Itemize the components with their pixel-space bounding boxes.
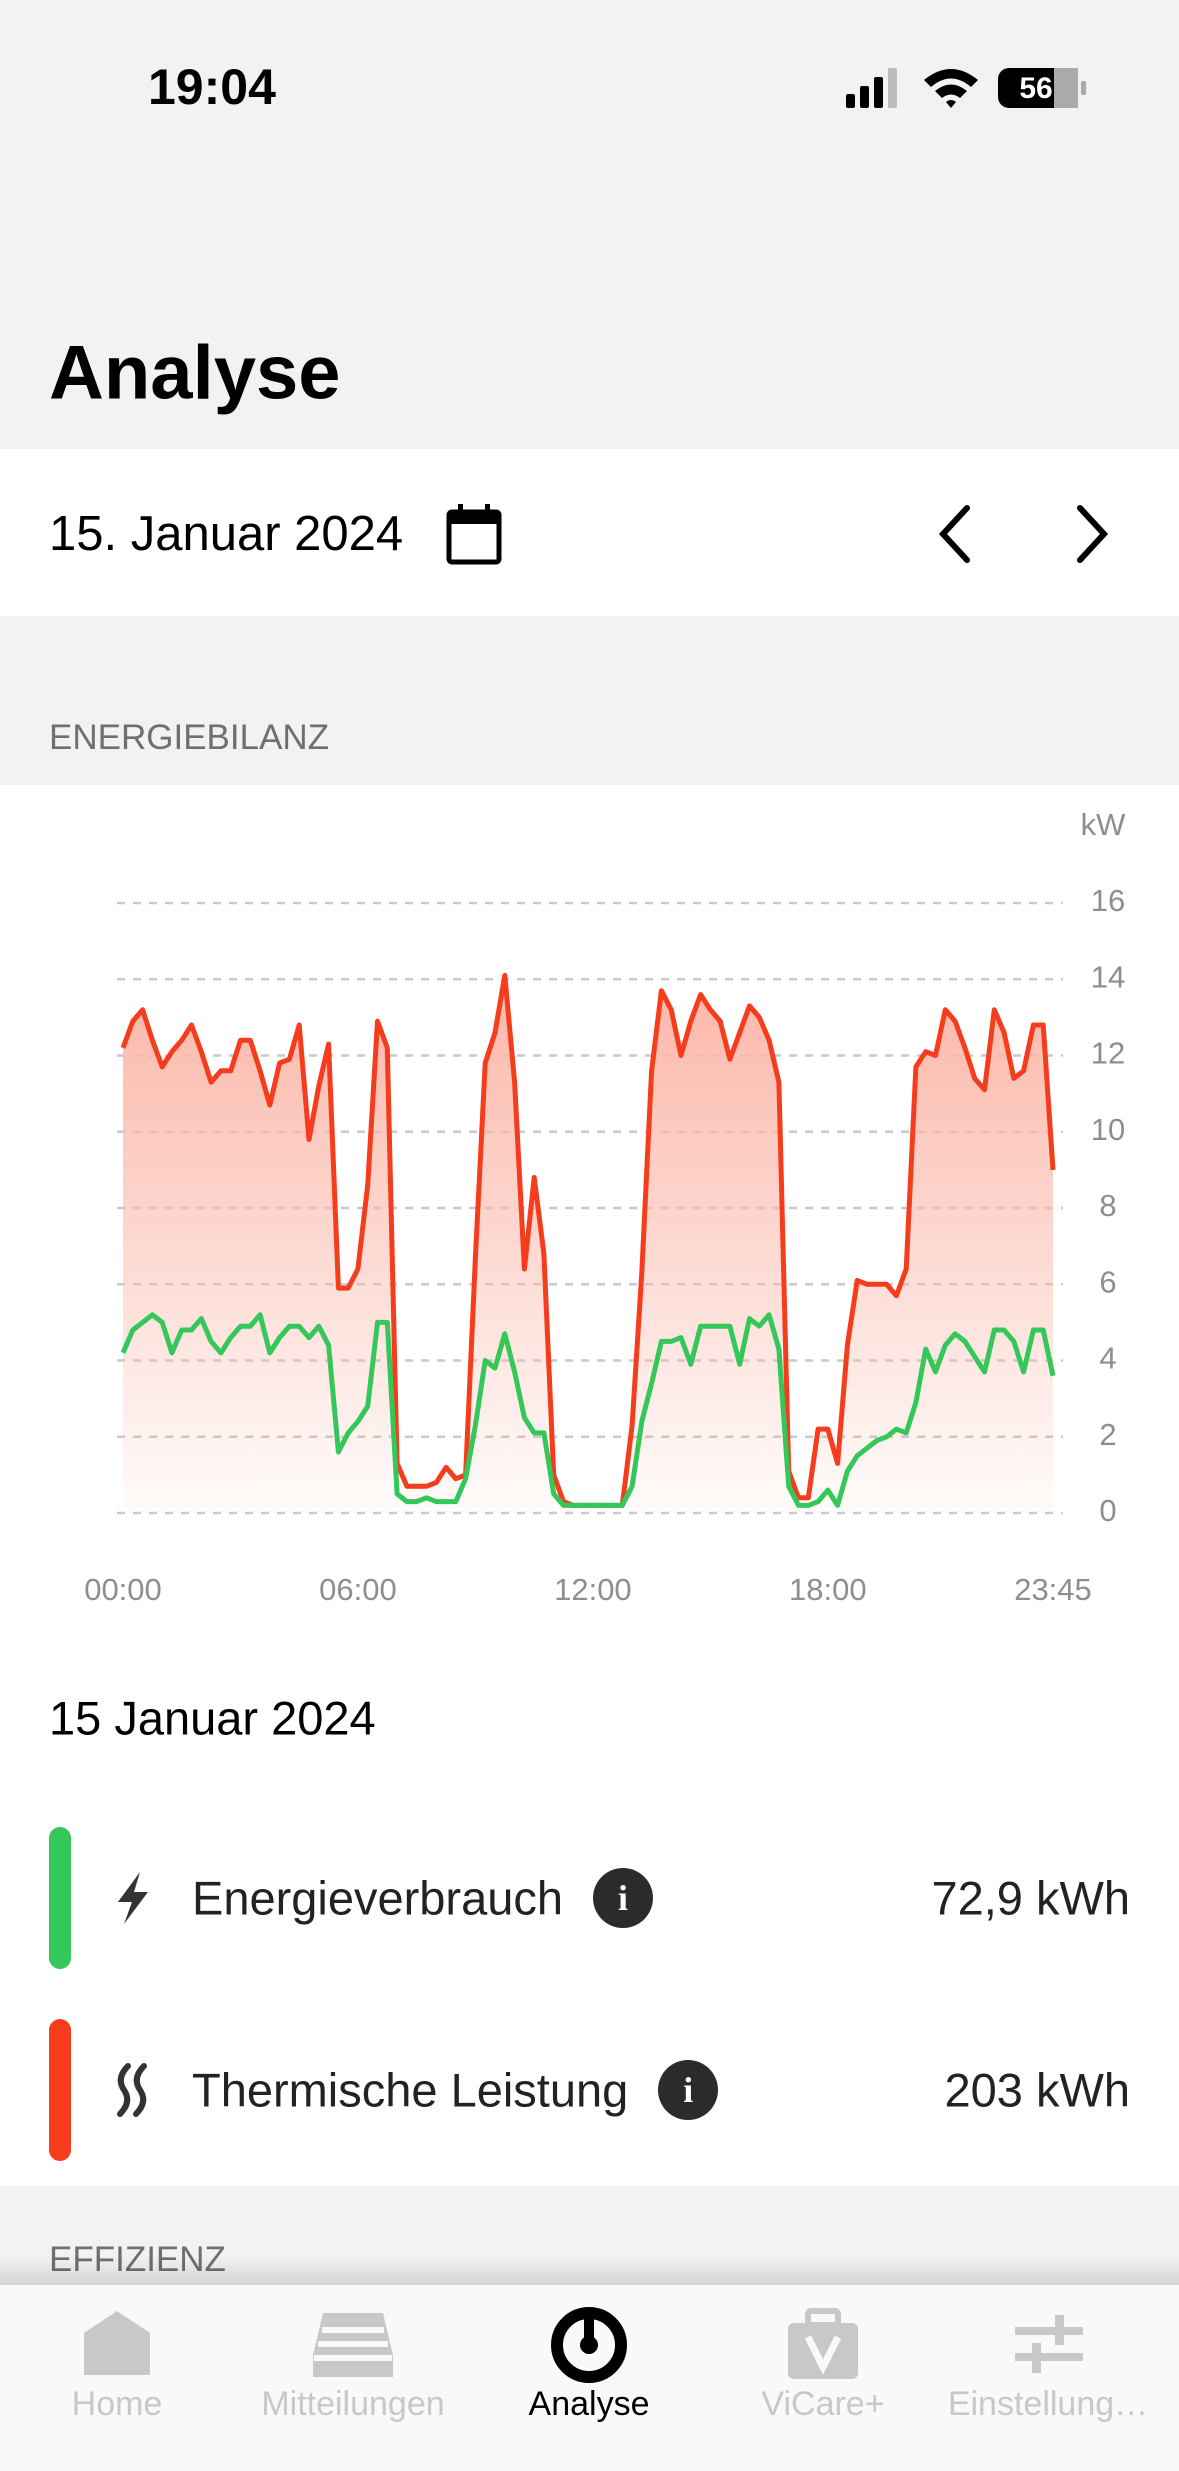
y-tick-label: 10: [1091, 1112, 1125, 1147]
summary-date: 15 Januar 2024: [49, 1691, 376, 1745]
analyse-icon[interactable]: [551, 2307, 627, 2383]
x-tick-label: 18:00: [789, 1572, 867, 1607]
x-tick-label: 23:45: [1014, 1572, 1092, 1607]
vicare-icon[interactable]: [788, 2308, 858, 2379]
line: [120, 1312, 1056, 1508]
section-header: ENERGIEBILANZ: [49, 718, 330, 757]
battery-level: 56: [1019, 72, 1052, 105]
y-tick-label: 14: [1091, 959, 1125, 994]
selected-date[interactable]: 15. Januar 2024: [49, 507, 404, 561]
energy-chart: kW 0 2 4 6 8 10 12 14 16 00:00 06:00 12:00 18:00 23:4…: [84, 807, 1127, 1607]
item-value: 203 kWh: [944, 2063, 1130, 2117]
legend-bar: [49, 1827, 71, 1969]
tab-label[interactable]: Mitteilungen: [261, 2385, 445, 2423]
y-tick-label: 8: [1099, 1188, 1116, 1223]
tab-bar-shadow: [0, 2255, 1179, 2285]
settings-icon[interactable]: [1015, 2315, 1083, 2373]
tab-label[interactable]: ViCare+: [761, 2385, 885, 2423]
tab-label[interactable]: Analyse: [528, 2385, 650, 2423]
y-axis-unit: kW: [1081, 807, 1127, 842]
tab-icons: [84, 2307, 1083, 2383]
x-tick-label: 06:00: [319, 1572, 397, 1607]
y-tick-label: 2: [1099, 1417, 1116, 1452]
messages-icon[interactable]: [313, 2313, 393, 2377]
y-tick-label: 4: [1099, 1341, 1116, 1376]
info-button[interactable]: i: [658, 2060, 719, 2120]
info-button[interactable]: i: [593, 1868, 653, 1928]
heat-icon: [117, 2063, 147, 2117]
x-tick-label: 12:00: [554, 1572, 632, 1607]
y-tick-label: 6: [1099, 1264, 1116, 1299]
date-navigation: [938, 505, 1109, 563]
legend-bar: [49, 2019, 71, 2161]
previous-day[interactable]: [938, 505, 970, 563]
item-label: Energieverbrauch: [192, 1871, 563, 1925]
date-bar: [0, 449, 1179, 616]
page-title: Analyse: [49, 330, 341, 416]
tab-label[interactable]: Home: [71, 2385, 163, 2423]
status-time: 19:04: [148, 59, 276, 115]
home-icon[interactable]: [84, 2311, 150, 2375]
y-tick-label: 16: [1091, 883, 1125, 918]
x-tick-label: 00:00: [84, 1572, 162, 1607]
next-day[interactable]: [1077, 505, 1109, 563]
section-header: EFFIZIENZ: [49, 2240, 226, 2280]
tab-label[interactable]: Einstellung…: [947, 2385, 1149, 2423]
calendar-icon[interactable]: [444, 502, 504, 566]
area: [123, 975, 1053, 1513]
item-label: Thermische Leistung: [192, 2063, 629, 2117]
y-tick-label: 12: [1091, 1036, 1125, 1071]
y-tick-label: 0: [1099, 1493, 1116, 1528]
energy-icon: [118, 1872, 148, 1924]
item-value: 72,9 kWh: [931, 1871, 1130, 1925]
status-icons: 56: [846, 68, 1086, 108]
